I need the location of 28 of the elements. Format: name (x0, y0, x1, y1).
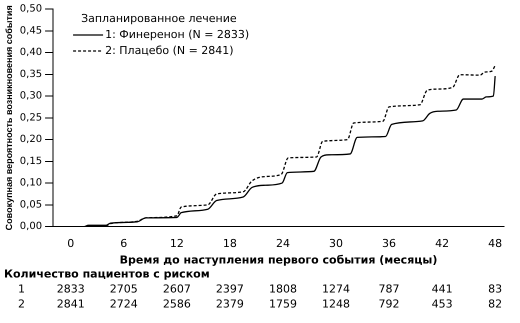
y-tick-label: 0,40 (20, 47, 42, 58)
x-tick-label: 0 (67, 237, 74, 250)
x-tick-label: 42 (435, 237, 450, 250)
y-tick-label: 0,20 (20, 134, 42, 146)
y-tick-label: 0,45 (20, 25, 42, 36)
y-tick-label: 0,10 (20, 178, 42, 189)
text: 1 2833 2705 2607 2397 1808 1274 787 441 83 (18, 282, 502, 296)
x-tick-label: 24 (276, 237, 290, 250)
x-axis-title: Время до наступления первого события (месяцы) (120, 253, 438, 266)
y-tick-label: 0,30 (20, 90, 42, 102)
y-tick-label: 0,25 (20, 112, 42, 124)
y-axis-title: Совокупная вероятность возникновения события (4, 5, 14, 230)
x-tick-label: 30 (329, 237, 344, 250)
y-tick-label: 0,00 (20, 221, 42, 232)
y-tick-label: 0,35 (20, 68, 42, 80)
x-tick-label: 12 (170, 237, 184, 250)
x-tick-label: 18 (222, 237, 237, 250)
text: Количество пациентов с риском (4, 267, 210, 280)
text: 2 2841 2724 2586 2379 1759 1248 792 453 82 (18, 297, 502, 310)
legend-label: 2: Плацебо (N = 2841) (105, 44, 234, 57)
y-tick-label: 0,15 (20, 156, 42, 167)
x-tick-label: 6 (120, 237, 128, 250)
y-tick-label: 0,50 (20, 4, 42, 15)
legend-label: 1: Финеренон (N = 2833) (105, 28, 250, 41)
x-tick-label: 36 (382, 237, 396, 250)
y-tick-label: 0,05 (20, 199, 42, 210)
x-tick-label: 48 (488, 237, 502, 250)
legend-title: Запланированное лечение (81, 12, 237, 25)
